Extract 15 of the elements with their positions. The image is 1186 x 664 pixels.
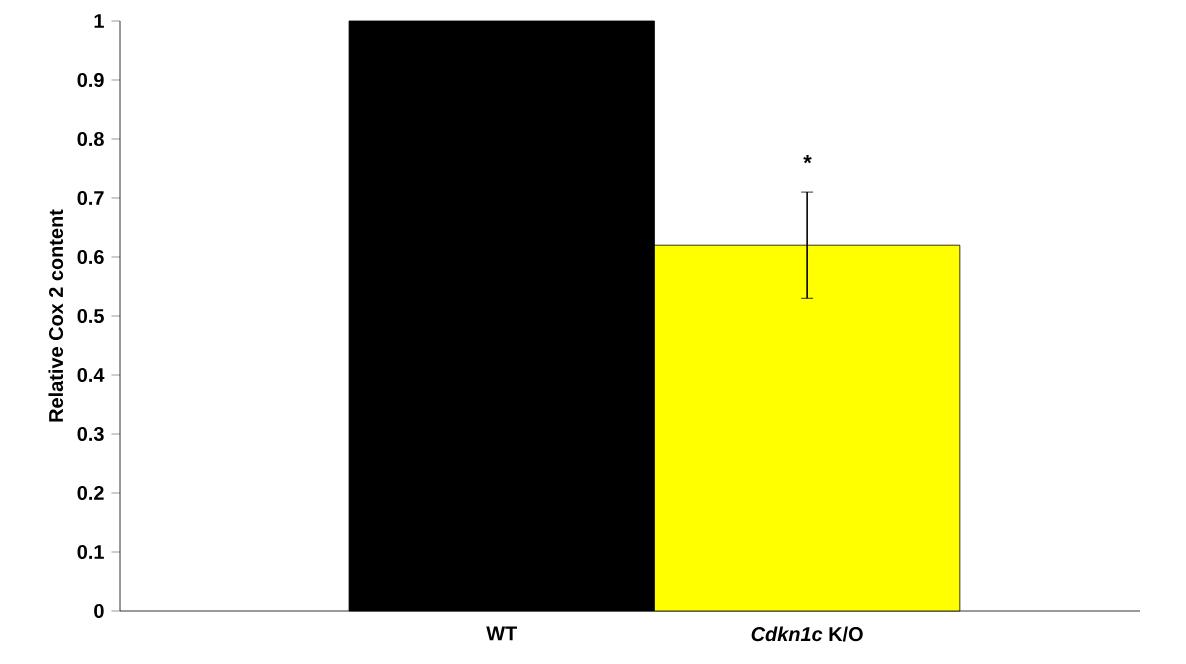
y-axis-title: Relative Cox 2 content: [48, 209, 64, 422]
y-tick-label: 0.9: [77, 72, 104, 88]
y-tick-label: 0.6: [77, 249, 104, 265]
y-tick-label: 0: [94, 603, 104, 619]
y-tick-label: 0.7: [77, 190, 104, 206]
y-tick-label: 0.1: [77, 544, 104, 560]
y-tick-label: 0.3: [77, 426, 104, 442]
x-tick-label: WT: [486, 626, 518, 641]
y-tick-label: 0.2: [77, 485, 104, 501]
y-tick-label: 0.8: [77, 131, 104, 147]
y-tick-label: 0.5: [77, 308, 104, 324]
y-tick-label: 0.4: [77, 367, 105, 383]
x-tick-label: Cdkn1c K/O: [751, 626, 863, 642]
annotation: *: [803, 155, 812, 164]
y-tick-label: 1: [94, 14, 104, 28]
